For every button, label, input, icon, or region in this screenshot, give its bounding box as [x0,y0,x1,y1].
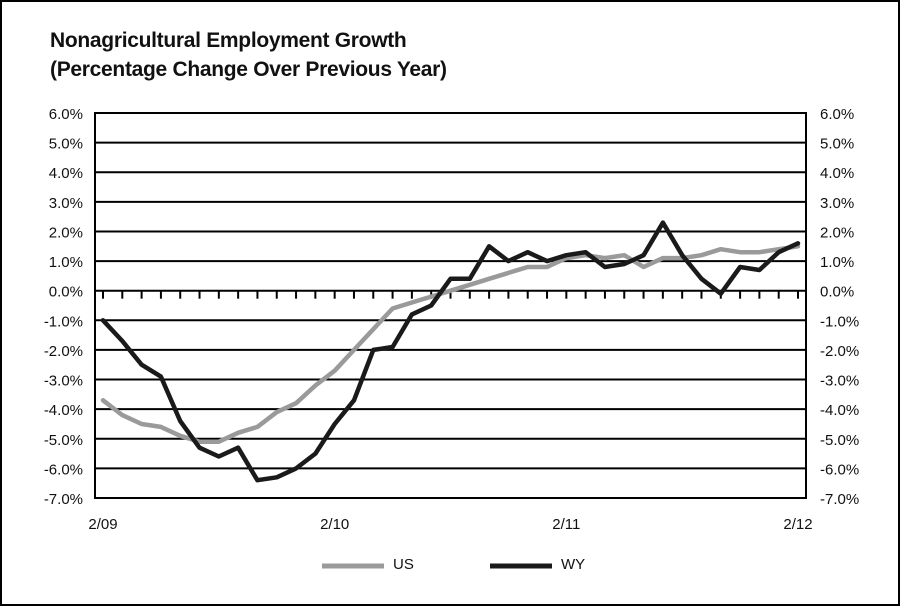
y-tick-label-left: -5.0% [44,432,83,449]
y-tick-label-right: -1.0% [820,313,859,330]
y-tick-label-left: 1.0% [49,254,83,271]
y-tick-label-right: 2.0% [820,224,854,241]
y-tick-label-right: 6.0% [820,106,854,123]
y-tick-label-right: -3.0% [820,373,859,390]
y-tick-label-right: -7.0% [820,491,859,508]
legend: US WY [322,556,585,573]
y-tick-label-right: 1.0% [820,254,854,271]
y-tick-label-left: 3.0% [49,195,83,212]
x-tick-label: 2/10 [320,516,349,533]
series-lines [100,220,801,483]
y-tick-label-left: -7.0% [44,491,83,508]
x-tick-label: 2/12 [783,516,812,533]
plot-area-border [94,112,807,499]
y-tick-label-left: -2.0% [44,343,83,360]
y-tick-label-right: 3.0% [820,195,854,212]
y-tick-label-left: 6.0% [49,106,83,123]
y-tick-label-right: -6.0% [820,461,859,478]
chart-title-block: Nonagricultural Employment Growth (Perce… [50,26,447,84]
chart-title: Nonagricultural Employment Growth [50,29,407,52]
y-tick-label-left: 0.0% [49,284,83,301]
y-tick-label-right: -2.0% [820,343,859,360]
chart-subtitle: (Percentage Change Over Previous Year) [50,58,447,81]
x-tick-label: 2/11 [552,516,580,533]
legend-label-us: US [393,556,414,573]
y-tick-label-right: -4.0% [820,402,859,419]
y-tick-label-left: -6.0% [44,461,83,478]
y-tick-label-left: -3.0% [44,373,83,390]
series-line-us [100,244,801,444]
y-tick-label-left: 4.0% [49,165,83,182]
y-tick-label-left: 2.0% [49,224,83,241]
y-tick-label-right: 5.0% [820,136,854,153]
y-tick-label-right: 0.0% [820,284,854,301]
tick-labels: 6.0% 6.0% 5.0% 5.0% 4.0% 4.0% 3.0% 3.0% 2.0% 2.0%… [44,106,859,533]
y-tick-label-right: 4.0% [820,165,854,182]
y-tick-label-left: -4.0% [44,402,83,419]
y-tick-label-right: -5.0% [820,432,859,449]
y-tick-label-left: 5.0% [49,136,83,153]
gridlines [95,141,806,470]
legend-label-wy: WY [561,556,585,573]
x-tick-label: 2/09 [88,516,117,533]
y-tick-label-left: -1.0% [44,313,83,330]
